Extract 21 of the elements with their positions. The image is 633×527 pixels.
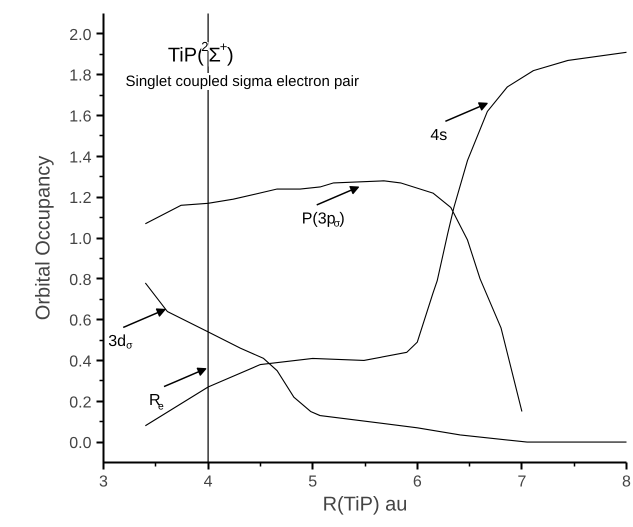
x-tick-label: 6: [412, 474, 422, 490]
y-tick-label: 2.0: [69, 26, 92, 44]
y-tick-label: 0.0: [69, 435, 92, 452]
x-tick-label: 7: [517, 474, 526, 490]
annotation: 4s: [430, 126, 448, 144]
y-tick-label: 1.0: [69, 231, 92, 248]
y-axis-title: Orbital Occupancy: [32, 156, 54, 320]
text: Singlet coupled sigma electron pair: [126, 73, 359, 90]
y-tick-label: 1.8: [69, 68, 92, 85]
y-tick-label: 0.6: [69, 312, 92, 330]
x-axis-title: R(TiP) au: [322, 494, 408, 516]
x-tick-label: 4: [204, 474, 213, 490]
x-tick-label: 3: [99, 474, 108, 490]
y-tick-label: 0.2: [69, 394, 92, 412]
x-tick-label: 5: [308, 474, 318, 490]
y-tick-label: 0.8: [69, 272, 92, 289]
y-tick-label: 1.4: [69, 149, 92, 166]
y-tick-label: 1.2: [69, 190, 92, 208]
y-tick-label: 0.4: [69, 353, 92, 370]
x-tick-label: 8: [622, 474, 632, 490]
y-tick-label: 1.6: [69, 108, 92, 126]
